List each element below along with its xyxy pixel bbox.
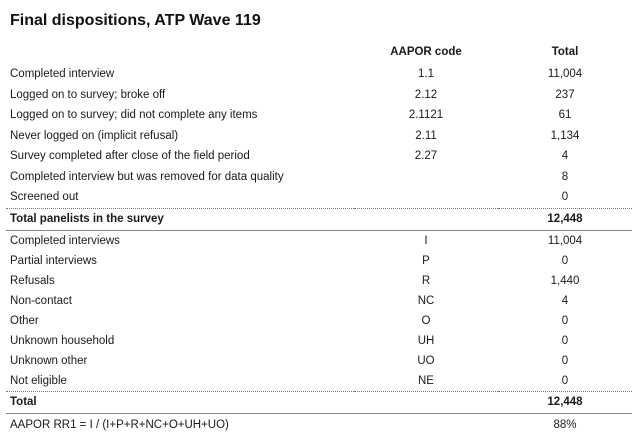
row-label: Completed interview but was removed for … [10, 170, 284, 183]
row-code: P [422, 254, 430, 267]
table-row: Not eligible NE 0 [6, 371, 632, 392]
table-row: Completed interviews I 11,004 [6, 230, 632, 251]
row-label: Survey completed after close of the fiel… [10, 150, 250, 163]
row-label: Logged on to survey; did not complete an… [10, 109, 258, 122]
row-total: 0 [561, 191, 569, 204]
row-total: 11,004 [547, 234, 583, 247]
table-row: Completed interview 1.1 11,004 [6, 64, 632, 85]
row-total: 0 [561, 314, 569, 327]
row-label: Logged on to survey; broke off [10, 88, 166, 101]
row-label: Never logged on (implicit refusal) [10, 129, 179, 142]
header-row: AAPOR code Total [6, 40, 632, 64]
row-label: Non-contact [10, 294, 73, 307]
row-code: UO [417, 354, 435, 367]
total-row: Total 12,448 [6, 390, 632, 414]
row-code: 2.27 [414, 150, 438, 163]
row-code [354, 187, 498, 208]
response-rate-value: 88% [553, 418, 577, 431]
table-title: Final dispositions, ATP Wave 119 [10, 12, 261, 29]
row-code: 2.11 [415, 129, 437, 142]
row-code: UH [417, 334, 435, 347]
table-row: Logged on to survey; did not complete an… [6, 105, 632, 126]
row-total: 0 [561, 354, 569, 367]
row-total: 0 [561, 334, 569, 347]
table-row: Non-contact NC 4 [6, 291, 632, 311]
row-total: 1,134 [550, 129, 580, 142]
row-label: Partial interviews [10, 254, 97, 267]
row-label: Not eligible [10, 374, 67, 387]
response-rate-label: AAPOR RR1 = I / (I+P+R+NC+O+UH+UO) [10, 418, 229, 431]
row-total: 8 [561, 170, 569, 183]
row-total: 4 [561, 150, 569, 163]
total-column-header: Total [551, 46, 579, 58]
table-row: Never logged on (implicit refusal) 2.11 1,… [6, 126, 632, 147]
subtotal-code [354, 207, 498, 231]
row-code: I [424, 234, 428, 247]
table-row: Screened out 0 [6, 187, 632, 208]
row-code: NE [418, 374, 434, 387]
response-rate-row: AAPOR RR1 = I / (I+P+R+NC+O+UH+UO) 88% [6, 413, 632, 436]
table-row: Unknown other UO 0 [6, 351, 632, 371]
subtotal-label: Total panelists in the survey [6, 207, 354, 231]
row-label: Completed interviews [10, 234, 120, 247]
total-code [354, 390, 498, 414]
row-total: 0 [561, 254, 569, 267]
total-label: Total [6, 390, 354, 414]
subtotal-value: 12,448 [498, 207, 632, 231]
row-code: NC [417, 294, 435, 307]
row-total: 4 [561, 294, 569, 307]
row-total: 237 [555, 88, 575, 101]
label-column-header [6, 40, 354, 64]
table-row: Survey completed after close of the fiel… [6, 146, 632, 167]
row-label: Other [10, 314, 39, 327]
row-code: R [421, 274, 431, 287]
table-row: Unknown household UH 0 [6, 331, 632, 351]
row-total: 1,440 [550, 274, 580, 287]
row-code: O [421, 314, 431, 327]
row-label: Unknown other [10, 354, 88, 367]
response-rate-code [354, 413, 498, 436]
row-code: 1.1 [418, 68, 434, 81]
row-code: 2.12 [414, 88, 438, 101]
table-row: Logged on to survey; broke off 2.12 237 [6, 85, 632, 106]
total-value: 12,448 [498, 390, 632, 414]
row-code: 2.1121 [408, 109, 444, 122]
row-label: Screened out [10, 191, 79, 204]
row-total: 0 [561, 374, 569, 387]
dispositions-table: AAPOR code Total Completed interview 1.1 1… [6, 40, 632, 436]
table-row: Completed interview but was removed for … [6, 167, 632, 188]
row-total: 11,004 [547, 68, 583, 81]
table-row: Other O 0 [6, 311, 632, 331]
row-label: Completed interview [10, 68, 115, 81]
subtotal-row: Total panelists in the survey 12,448 [6, 207, 632, 231]
row-total: 61 [558, 109, 572, 122]
aapor-code-column-header: AAPOR code [390, 46, 462, 58]
table-row: Refusals R 1,440 [6, 271, 632, 291]
row-label: Refusals [10, 274, 55, 287]
row-code [354, 167, 498, 188]
row-label: Unknown household [10, 334, 115, 347]
table-row: Partial interviews P 0 [6, 251, 632, 271]
